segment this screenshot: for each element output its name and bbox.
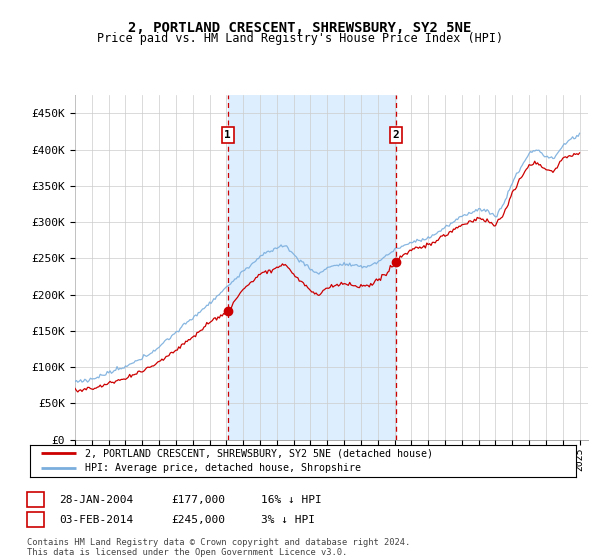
Text: £177,000: £177,000 bbox=[171, 494, 225, 505]
Text: HPI: Average price, detached house, Shropshire: HPI: Average price, detached house, Shro… bbox=[85, 463, 361, 473]
Text: 2, PORTLAND CRESCENT, SHREWSBURY, SY2 5NE: 2, PORTLAND CRESCENT, SHREWSBURY, SY2 5N… bbox=[128, 21, 472, 35]
Text: 1: 1 bbox=[32, 494, 39, 505]
Text: 1: 1 bbox=[224, 130, 231, 140]
Text: Price paid vs. HM Land Registry's House Price Index (HPI): Price paid vs. HM Land Registry's House … bbox=[97, 32, 503, 45]
Text: 3% ↓ HPI: 3% ↓ HPI bbox=[261, 515, 315, 525]
Text: 2: 2 bbox=[32, 515, 39, 525]
Text: 03-FEB-2014: 03-FEB-2014 bbox=[59, 515, 133, 525]
Bar bbox=[228, 95, 396, 440]
Text: Contains HM Land Registry data © Crown copyright and database right 2024.
This d: Contains HM Land Registry data © Crown c… bbox=[27, 538, 410, 557]
Text: 16% ↓ HPI: 16% ↓ HPI bbox=[261, 494, 322, 505]
Text: 28-JAN-2004: 28-JAN-2004 bbox=[59, 494, 133, 505]
Text: 2, PORTLAND CRESCENT, SHREWSBURY, SY2 5NE (detached house): 2, PORTLAND CRESCENT, SHREWSBURY, SY2 5N… bbox=[85, 449, 433, 459]
Text: 2: 2 bbox=[393, 130, 400, 140]
Text: £245,000: £245,000 bbox=[171, 515, 225, 525]
